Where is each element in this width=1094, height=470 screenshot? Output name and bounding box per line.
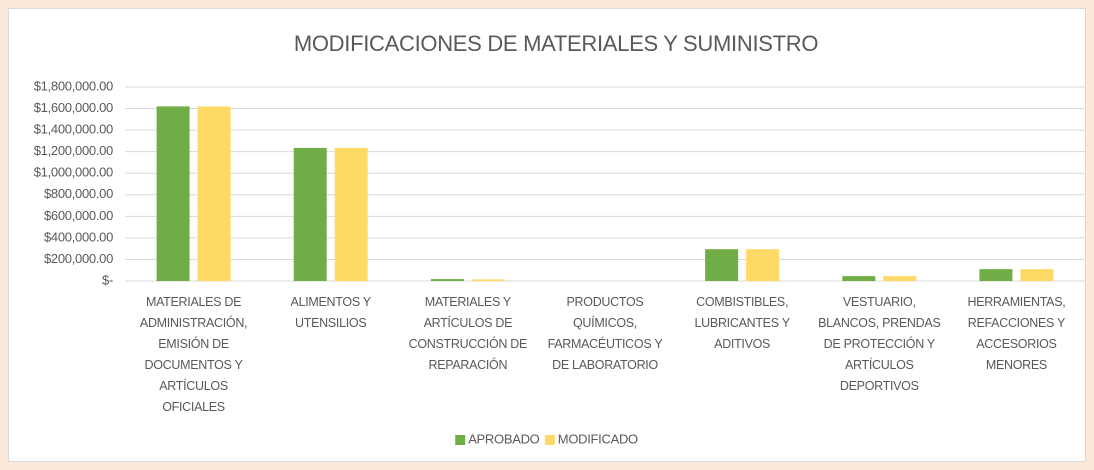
bar bbox=[883, 276, 917, 281]
y-tick-label: $1,800,000.00 bbox=[34, 78, 113, 93]
y-tick-label: $400,000.00 bbox=[44, 229, 113, 244]
legend-label: APROBADO bbox=[468, 431, 539, 446]
legend-swatch bbox=[455, 435, 466, 445]
chart-title: MODIFICACIONES DE MATERIALES Y SUMINISTR… bbox=[294, 31, 819, 56]
y-tick-label: $- bbox=[102, 272, 113, 287]
x-tick-label: COMBISTIBLES, LUBRICANTES Y ADITIVOS bbox=[694, 295, 791, 351]
bar bbox=[334, 147, 368, 281]
bar bbox=[746, 249, 780, 281]
y-tick-label: $200,000.00 bbox=[44, 251, 113, 266]
y-tick-label: $800,000.00 bbox=[44, 186, 113, 201]
bar bbox=[705, 249, 739, 281]
bar bbox=[471, 279, 505, 281]
x-tick-label: MATERIALES DE ADMINISTRACIÓN, EMISIÓN DE… bbox=[139, 295, 248, 414]
y-tick-label: $1,400,000.00 bbox=[34, 122, 113, 137]
bar bbox=[430, 279, 464, 281]
y-tick-label: $600,000.00 bbox=[44, 208, 113, 223]
bar bbox=[293, 147, 327, 281]
x-tick-label: ALIMENTOS Y UTENSILIOS bbox=[290, 295, 372, 330]
bar bbox=[1020, 269, 1054, 281]
x-tick-label: HERRAMIENTAS, REFACCIONES Y ACCESORIOS M… bbox=[967, 295, 1066, 372]
x-tick-label: MATERIALES Y ARTÍCULOS DE CONSTRUCCIÓN D… bbox=[408, 295, 528, 372]
legend-swatch bbox=[544, 435, 555, 445]
bar bbox=[156, 106, 190, 282]
y-tick-label: $1,600,000.00 bbox=[34, 100, 113, 115]
x-tick-label: VESTUARIO, BLANCOS, PRENDAS DE PROTECCIÓ… bbox=[818, 295, 941, 393]
x-tick-label: PRODUCTOS QUÍMICOS, FARMACÉUTICOS Y DE L… bbox=[547, 295, 663, 372]
legend-label: MODIFICADO bbox=[558, 431, 638, 446]
y-tick-label: $1,200,000.00 bbox=[34, 143, 113, 158]
y-tick-label: $1,000,000.00 bbox=[34, 165, 113, 180]
bar bbox=[979, 269, 1013, 281]
bar bbox=[842, 276, 876, 281]
bar bbox=[197, 106, 231, 282]
